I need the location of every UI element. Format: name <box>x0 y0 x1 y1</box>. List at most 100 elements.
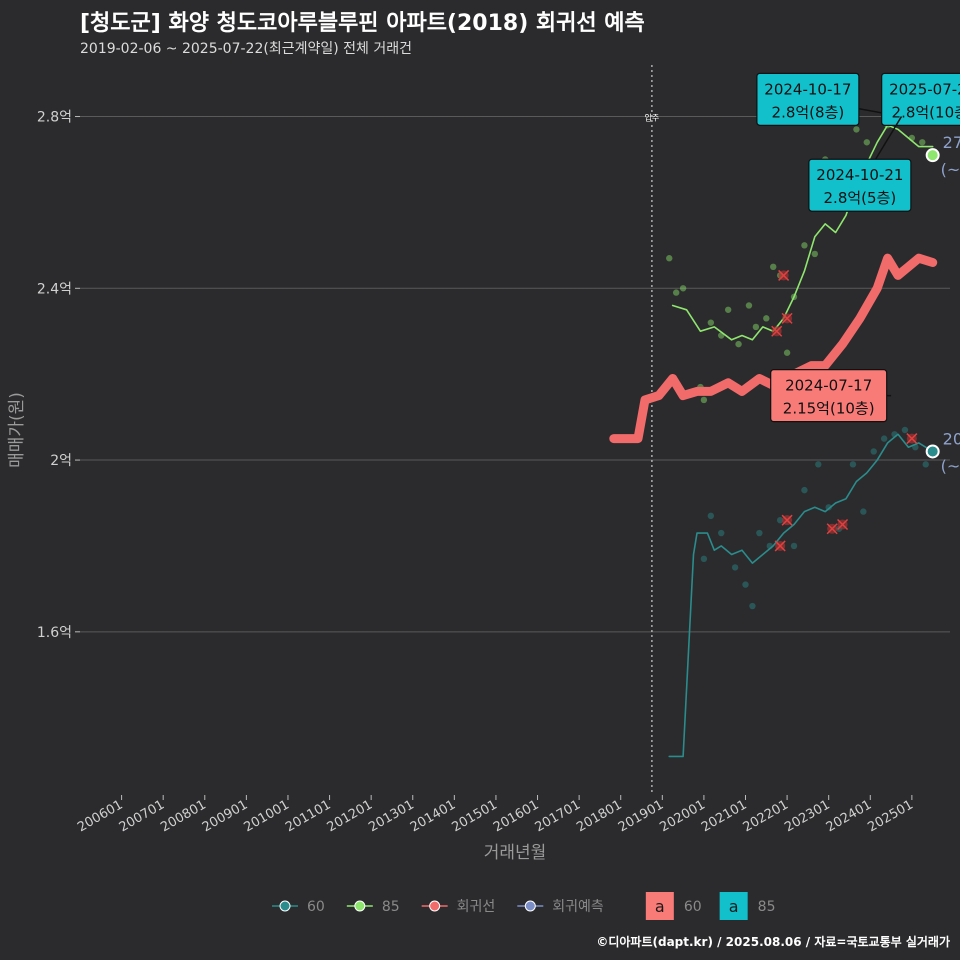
regression-mark-cross <box>781 514 793 526</box>
x-tick-label: 200701 <box>117 797 167 835</box>
regression-mark-cross <box>774 540 786 552</box>
scatter-point-60 <box>749 602 756 610</box>
chart-title: [청도군] 화양 청도코아루블루핀 아파트(2018) 회귀선 예측 <box>80 11 645 36</box>
scatter-point-85 <box>763 315 770 322</box>
scatter-point-60 <box>922 461 929 468</box>
legend: 60 85 회귀선 회귀예측 a 60 a 85 <box>272 892 775 920</box>
scatter-point-60 <box>825 504 832 511</box>
end-area-label: (~60㎡) <box>941 456 960 475</box>
legend-label: 회귀선 <box>457 899 496 915</box>
series-line-60 <box>668 433 934 758</box>
scatter-point-60 <box>901 426 909 434</box>
x-tick-label: 201201 <box>325 797 375 835</box>
callout-date: 2024-10-21 <box>816 166 903 184</box>
x-tick-label: 202501 <box>865 797 915 835</box>
scatter-point-60 <box>815 461 822 468</box>
callout-value: 2.8억(10층) <box>892 103 960 121</box>
callout-value: 2.8억(8층) <box>772 103 845 121</box>
end-point-85 <box>925 148 940 163</box>
scatter-point-60 <box>731 564 739 571</box>
x-tick-label: 201001 <box>241 797 291 835</box>
scatter-point-85 <box>863 139 871 146</box>
callout-value: 2.15억(10층) <box>783 400 875 418</box>
scatter-point-60 <box>756 529 763 537</box>
x-tick-label: 200801 <box>158 797 208 835</box>
scatter-point-85 <box>745 302 753 309</box>
footer-credit: ©디아파트(dapt.kr) / 2025.08.06 / 자료=국토교통부 실… <box>596 935 950 949</box>
callout-box <box>808 158 912 212</box>
callout-date: 2024-07-17 <box>785 377 872 395</box>
x-axis-title: 거래년월 <box>484 843 547 863</box>
y-tick-label: 1.6억 <box>37 625 72 641</box>
legend-label: 회귀예측 <box>552 899 604 915</box>
regression-mark-cross <box>778 269 790 281</box>
callout-box <box>881 72 960 126</box>
callout-box <box>770 369 888 423</box>
scatter-point-60 <box>742 581 749 588</box>
callout-box <box>756 72 860 126</box>
end-value-label: 20,200 <box>943 429 960 448</box>
callout-date: 2024-10-17 <box>764 80 851 98</box>
scatter-point-85 <box>811 250 819 258</box>
callout-value: 2.8억(5층) <box>824 189 897 207</box>
x-tick-label: 201801 <box>574 797 624 835</box>
callout-date: 2025-07-22 <box>889 80 960 98</box>
completion-marker: 입주 <box>645 65 659 795</box>
scatter-point-85 <box>700 396 708 404</box>
legend-fill-key <box>645 892 674 920</box>
legend-label: 85 <box>382 899 400 915</box>
x-tick-label: 201501 <box>449 797 499 835</box>
scatter-point-85 <box>666 255 673 262</box>
regression-mark-cross <box>771 325 783 337</box>
end-point-60 <box>925 444 940 459</box>
scatter-point-85 <box>783 349 791 356</box>
x-tick-label: 201701 <box>533 797 583 835</box>
scatter-point-60 <box>700 555 708 563</box>
series-line-85 <box>671 124 934 341</box>
regression-mark-cross <box>781 312 793 324</box>
scatter-point-60 <box>790 542 798 550</box>
legend-key-dot <box>354 900 366 912</box>
legend-fill-glyph: a <box>655 897 665 916</box>
x-axis: 2006012007012008012009012010012011012012… <box>75 795 916 863</box>
x-tick-label: 202001 <box>657 797 707 835</box>
x-tick-label: 202301 <box>782 797 832 835</box>
scatter-point-85 <box>672 289 680 296</box>
scatter-point-60 <box>707 512 715 520</box>
x-tick-label: 200601 <box>75 797 125 835</box>
end-area-label: (~85㎡) <box>941 160 960 179</box>
y-axis-title: 매매가(원) <box>7 392 27 468</box>
chart-subtitle: 2019-02-06 ~ 2025-07-22(최근계약일) 전체 거래건 <box>80 41 412 57</box>
x-tick-label: 201301 <box>366 797 416 835</box>
regression-mark-cross <box>837 518 849 531</box>
legend-fill-key <box>719 892 748 920</box>
scatter-point-85 <box>752 323 760 331</box>
scatter-point-85 <box>801 242 808 249</box>
legend-fill-glyph: a <box>729 897 739 916</box>
scatter-point-85 <box>707 319 715 326</box>
x-tick-label: 202401 <box>824 797 874 835</box>
scatter-point-85 <box>919 139 926 146</box>
x-tick-label: 201601 <box>491 797 541 835</box>
y-tick-label: 2.4억 <box>37 281 72 297</box>
x-tick-label: 201401 <box>408 797 458 835</box>
legend-fill-label: 60 <box>684 899 702 915</box>
end-labels: 27,060 (~85㎡) 20,200 (~60㎡) <box>925 133 960 475</box>
legend-key-dot <box>279 900 291 912</box>
y-tick-label: 2억 <box>50 453 72 469</box>
scatter-point-85 <box>853 126 860 133</box>
callouts: 2024-10-17 2.8억(8층) 2025-07-22 2.8억(10층) 202… <box>756 72 960 423</box>
regression-mark-cross <box>906 433 918 445</box>
scatter-point-85 <box>724 306 732 313</box>
legend-key-dot <box>429 900 441 912</box>
x-tick-label: 200901 <box>200 797 250 835</box>
regression-mark-cross <box>826 523 838 535</box>
scatter-point-60 <box>718 529 725 537</box>
scatter-point-85 <box>679 285 687 292</box>
y-tick-label: 2.8억 <box>37 110 72 126</box>
scatter-point-60 <box>776 516 784 524</box>
regression-marks <box>771 192 918 552</box>
x-tick-label: 202201 <box>741 797 791 835</box>
